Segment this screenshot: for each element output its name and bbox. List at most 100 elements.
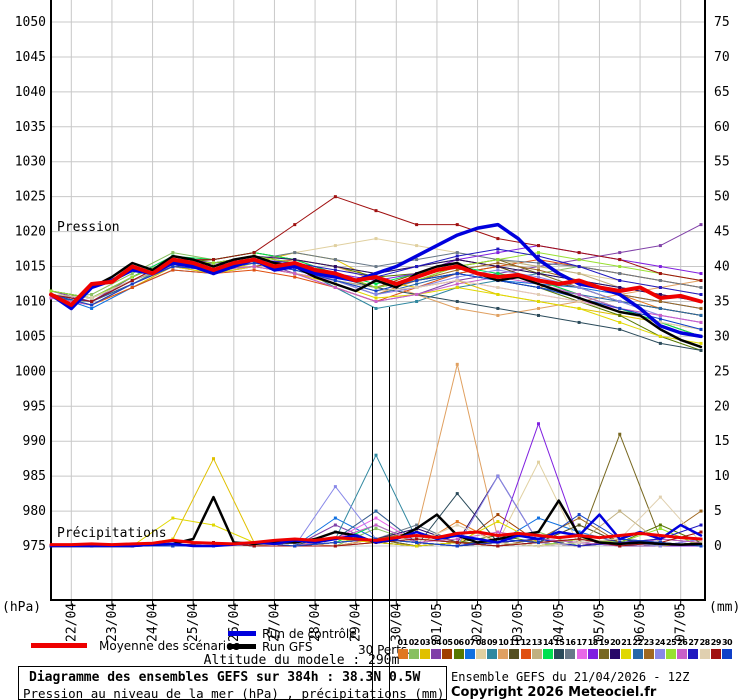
svg-text:1000: 1000 xyxy=(15,364,46,379)
member-swatch-06: 06 xyxy=(453,639,464,659)
member-number-label: 03 xyxy=(419,638,431,647)
member-number-label: 07 xyxy=(464,638,476,647)
member-number-label: 20 xyxy=(610,638,621,647)
member-color-box xyxy=(610,649,621,659)
member-swatch-08: 08 xyxy=(475,639,486,659)
precipitation-section-label: Précipitations xyxy=(57,526,167,541)
svg-text:1050: 1050 xyxy=(15,15,46,30)
member-color-box xyxy=(688,649,699,659)
member-color-box xyxy=(453,649,464,659)
member-number-label: 05 xyxy=(442,638,453,647)
svg-text:25/04: 25/04 xyxy=(186,603,201,642)
svg-text:1025: 1025 xyxy=(15,190,46,205)
svg-text:22/04: 22/04 xyxy=(64,603,79,642)
svg-text:24/04: 24/04 xyxy=(146,603,161,642)
member-color-box xyxy=(699,649,710,659)
member-color-box xyxy=(554,649,565,659)
svg-text:990: 990 xyxy=(23,434,46,449)
svg-text:1015: 1015 xyxy=(15,260,46,275)
member-swatch-09: 09 xyxy=(487,639,498,659)
copyright-label: Copyright 2026 Meteociel.fr xyxy=(451,685,657,700)
svg-text:55: 55 xyxy=(714,155,730,170)
svg-text:995: 995 xyxy=(23,399,46,414)
member-swatch-24: 24 xyxy=(654,639,665,659)
svg-text:65: 65 xyxy=(714,85,730,100)
member-swatch-07: 07 xyxy=(464,639,475,659)
control-legend-label: Run de contrôle xyxy=(262,627,357,641)
svg-text:1040: 1040 xyxy=(15,85,46,100)
member-number-label: 10 xyxy=(498,638,509,647)
svg-text:03/05: 03/05 xyxy=(511,603,526,642)
svg-text:28/04: 28/04 xyxy=(308,603,323,642)
svg-text:10: 10 xyxy=(714,469,730,484)
run-info-label: Ensemble GEFS du 21/04/2026 - 12Z xyxy=(451,670,690,684)
member-number-label: 26 xyxy=(677,638,688,647)
member-color-box xyxy=(710,649,721,659)
diagram-subtitle: Pression au niveau de la mer (hPa) , pré… xyxy=(23,686,445,700)
member-number-label: 01 xyxy=(397,638,409,647)
svg-text:0: 0 xyxy=(714,539,722,554)
member-color-box xyxy=(677,649,688,659)
footer-info-box xyxy=(18,666,447,700)
svg-text:5: 5 xyxy=(714,504,722,519)
svg-text:980: 980 xyxy=(23,504,46,519)
member-swatch-12: 12 xyxy=(520,639,531,659)
member-color-box xyxy=(498,649,509,659)
svg-text:29/04: 29/04 xyxy=(349,603,364,642)
time-cursor-line-1 xyxy=(372,307,373,700)
member-swatch-21: 21 xyxy=(621,639,632,659)
member-swatch-30: 30 xyxy=(721,639,733,659)
svg-text:35: 35 xyxy=(714,294,730,309)
member-color-box xyxy=(576,649,587,659)
member-number-label: 11 xyxy=(509,638,520,647)
member-number-label: 29 xyxy=(710,638,722,647)
pressure-section-label: Pression xyxy=(57,220,120,235)
member-number-label: 22 xyxy=(632,638,643,647)
svg-text:05/05: 05/05 xyxy=(592,603,607,642)
member-color-box xyxy=(520,649,531,659)
svg-text:01/05: 01/05 xyxy=(430,603,445,642)
member-swatch-28: 28 xyxy=(699,639,710,659)
left-axis-unit-label: (hPa) xyxy=(2,600,42,615)
member-number-label: 28 xyxy=(699,638,711,647)
member-swatch-19: 19 xyxy=(598,639,610,659)
member-color-box xyxy=(475,649,486,659)
svg-text:1010: 1010 xyxy=(15,294,46,309)
svg-text:27/04: 27/04 xyxy=(267,603,282,642)
member-color-box xyxy=(397,649,408,659)
member-color-box xyxy=(587,649,598,659)
svg-text:15: 15 xyxy=(714,434,730,449)
member-swatch-05: 05 xyxy=(442,639,453,659)
svg-text:23/04: 23/04 xyxy=(105,603,120,642)
control-line-swatch xyxy=(228,631,256,636)
svg-text:02/05: 02/05 xyxy=(471,603,486,642)
member-number-label: 13 xyxy=(531,638,543,647)
member-swatch-15: 15 xyxy=(554,639,565,659)
member-color-box xyxy=(408,649,419,659)
member-color-box xyxy=(487,649,498,659)
member-swatch-13: 13 xyxy=(531,639,542,659)
svg-text:45: 45 xyxy=(714,225,730,240)
svg-text:1030: 1030 xyxy=(15,155,46,170)
member-swatch-03: 03 xyxy=(419,638,431,659)
member-color-box xyxy=(643,649,654,659)
svg-text:30: 30 xyxy=(714,329,730,344)
member-swatch-20: 20 xyxy=(610,639,621,659)
member-swatch-25: 25 xyxy=(666,639,677,659)
svg-text:40: 40 xyxy=(714,260,730,275)
member-number-label: 23 xyxy=(643,638,655,647)
svg-text:06/05: 06/05 xyxy=(633,603,648,642)
gfs-legend-label: Run GFS xyxy=(262,640,313,654)
member-number-label: 06 xyxy=(453,638,464,647)
member-number-label: 12 xyxy=(520,638,532,647)
member-number-label: 09 xyxy=(487,638,498,647)
svg-text:25: 25 xyxy=(714,364,730,379)
member-color-box xyxy=(621,649,632,659)
member-number-label: 16 xyxy=(565,638,576,647)
member-number-label: 18 xyxy=(587,638,599,647)
svg-text:1020: 1020 xyxy=(15,225,46,240)
member-swatch-04: 04 xyxy=(431,639,442,659)
member-color-box xyxy=(543,649,554,659)
